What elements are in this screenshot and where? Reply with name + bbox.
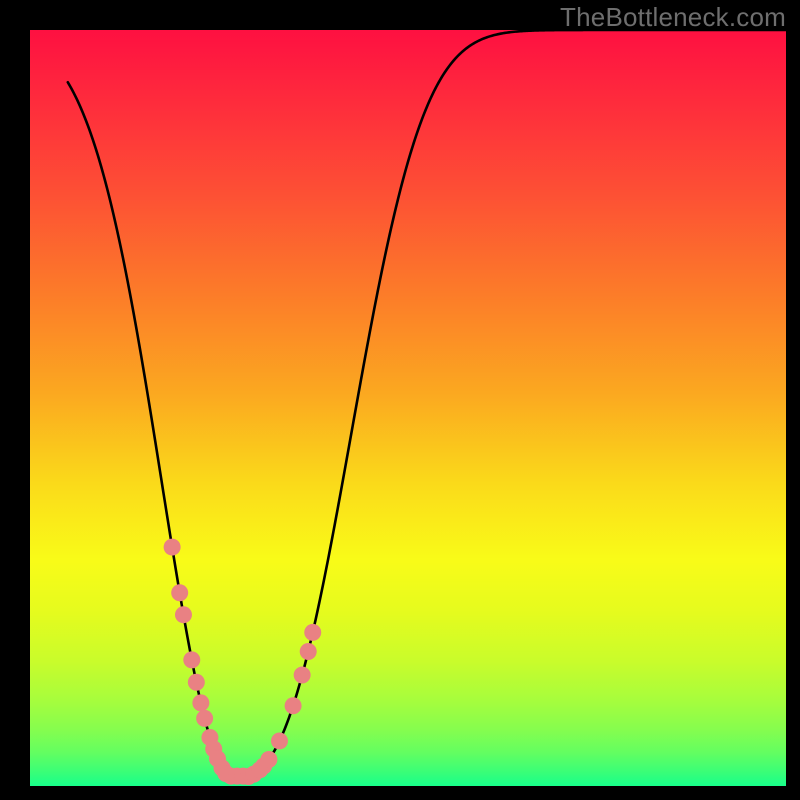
watermark-text: TheBottleneck.com xyxy=(560,2,786,33)
curve-marker xyxy=(294,667,311,684)
curve-marker xyxy=(196,710,213,727)
gradient-background xyxy=(30,30,786,786)
plot-svg xyxy=(30,30,786,786)
curve-marker xyxy=(171,584,188,601)
plot-area xyxy=(30,30,786,786)
curve-marker xyxy=(300,643,317,660)
curve-marker xyxy=(304,624,321,641)
curve-marker xyxy=(260,751,277,768)
curve-marker xyxy=(183,651,200,668)
chart-frame: TheBottleneck.com xyxy=(0,0,800,800)
curve-marker xyxy=(188,674,205,691)
curve-marker xyxy=(164,539,181,556)
curve-marker xyxy=(285,697,302,714)
curve-marker xyxy=(175,606,192,623)
curve-marker xyxy=(192,694,209,711)
curve-marker xyxy=(271,732,288,749)
